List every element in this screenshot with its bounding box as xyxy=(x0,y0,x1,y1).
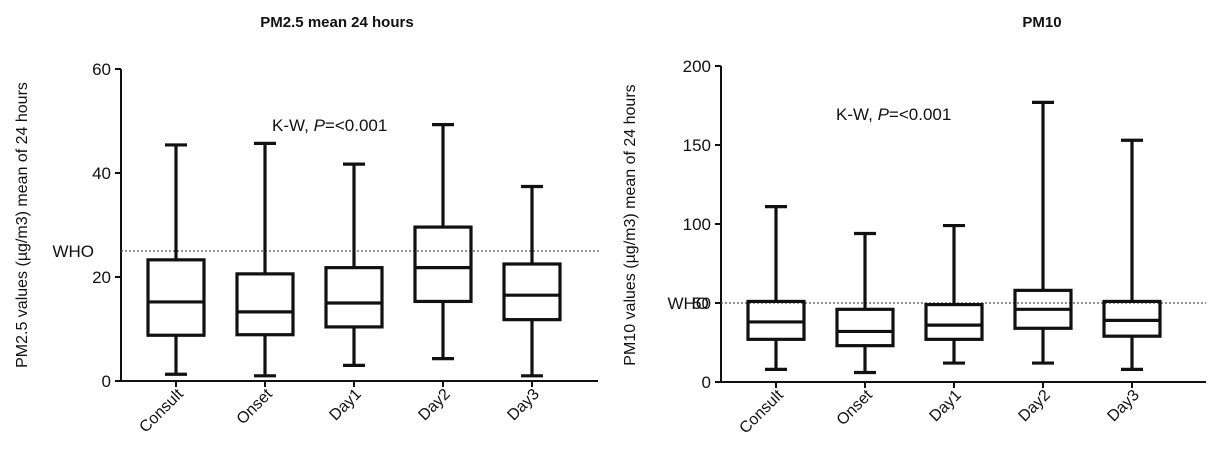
category-label: Day1 xyxy=(926,387,965,426)
chart-title: PM2.5 mean 24 hours xyxy=(260,14,413,31)
annotation-suffix: =<0.001 xyxy=(889,105,951,124)
y-axis-label: PM10 values (µg/m3) mean of 24 hours xyxy=(622,84,639,365)
y-tick-label: 50 xyxy=(692,294,711,313)
iqr-box xyxy=(235,272,295,337)
box-day3 xyxy=(502,184,562,378)
who-label: WHO xyxy=(52,242,94,261)
y-tick-label: 200 xyxy=(683,57,711,76)
annotation-p: P xyxy=(878,105,890,124)
category-label: Day1 xyxy=(326,386,365,425)
box-day2 xyxy=(413,123,473,361)
annotation-suffix: =<0.001 xyxy=(325,116,387,135)
category-label: Consult xyxy=(736,386,787,437)
y-tick-label: 60 xyxy=(92,60,111,79)
category-label: Onset xyxy=(834,386,877,429)
annotation-prefix: K-W, xyxy=(272,116,314,135)
y-tick-label: 100 xyxy=(683,215,711,234)
y-tick-label: 20 xyxy=(92,268,111,287)
category-label: Consult xyxy=(136,385,187,436)
box-day1 xyxy=(324,162,384,367)
annotation-p: P xyxy=(314,116,326,135)
pm25-chart: PM2.5 mean 24 hours PM2.5 values (µg/m3) … xyxy=(14,14,599,436)
y-tick-label: 150 xyxy=(683,136,711,155)
annotation-prefix: K-W, xyxy=(836,105,878,124)
kw-annotation: K-W, P=<0.001 xyxy=(272,116,387,135)
y-tick-label: 0 xyxy=(702,373,711,392)
box-day3 xyxy=(1102,138,1162,371)
who-label: WHO xyxy=(667,294,709,313)
iqr-box xyxy=(324,266,384,329)
box-consult xyxy=(146,143,206,376)
pm10-chart: PM10 PM10 values (µg/m3) mean of 24 hours… xyxy=(622,14,1206,437)
chart-title: PM10 xyxy=(1022,14,1061,31)
y-tick-label: 40 xyxy=(92,164,111,183)
box-day2 xyxy=(1013,100,1073,365)
category-label: Day3 xyxy=(504,386,543,425)
category-label: Day2 xyxy=(1015,387,1054,426)
box-day1 xyxy=(924,223,984,365)
category-label: Day2 xyxy=(415,386,454,425)
iqr-box xyxy=(146,258,206,337)
box-consult xyxy=(746,205,806,371)
kw-annotation: K-W, P=<0.001 xyxy=(836,105,951,124)
box-onset xyxy=(235,141,295,378)
y-axis-label: PM2.5 values (µg/m3) mean of 24 hours xyxy=(14,82,31,368)
iqr-box xyxy=(924,302,984,341)
category-label: Day3 xyxy=(1104,387,1143,426)
iqr-box xyxy=(502,262,562,322)
iqr-box xyxy=(413,225,473,304)
y-tick-label: 0 xyxy=(102,372,111,391)
box-onset xyxy=(835,231,895,375)
category-label: Onset xyxy=(234,385,277,428)
iqr-box xyxy=(835,307,895,348)
